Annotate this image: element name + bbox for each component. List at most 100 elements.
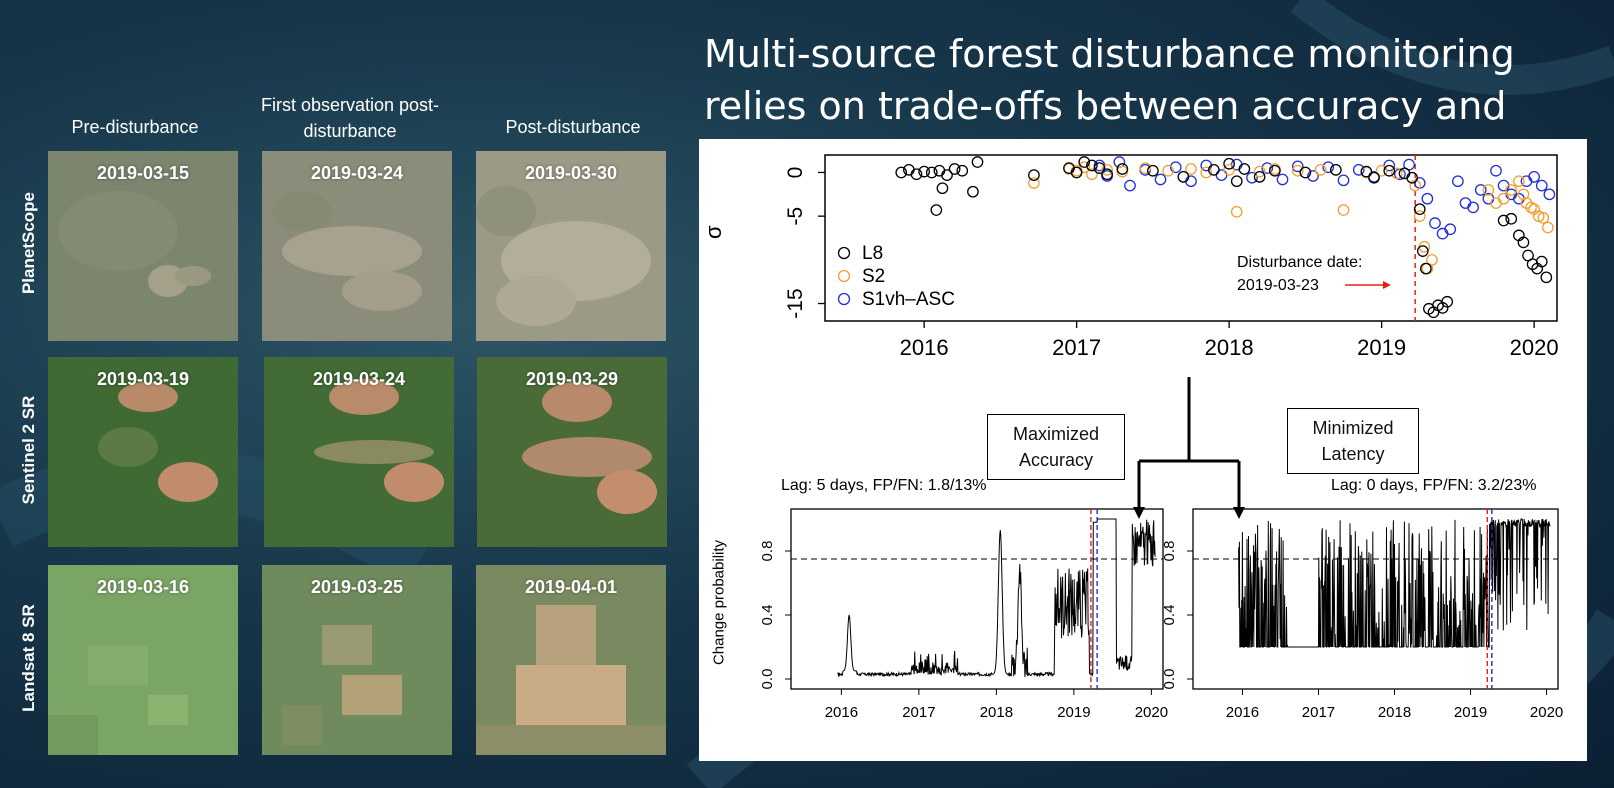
tile-date: 2019-03-24 — [312, 369, 406, 389]
y-tick-label: 0.8 — [759, 541, 776, 562]
data-point — [1383, 164, 1396, 177]
bottom-left-chart-frame — [790, 508, 1164, 690]
data-point — [1246, 171, 1258, 184]
data-point — [918, 165, 930, 178]
data-point — [1269, 164, 1281, 177]
row-header-planetscope: PlanetScope — [19, 191, 38, 295]
data-point — [1291, 160, 1304, 173]
y-tick-label: 0 — [784, 167, 807, 179]
data-point — [1419, 262, 1432, 275]
column-header-pre: Pre-disturbance — [71, 117, 199, 137]
data-point — [1360, 165, 1373, 178]
disturbance-annotation: Disturbance date: 2019-03-23 — [1237, 254, 1363, 294]
data-point — [1537, 212, 1550, 224]
data-point — [967, 185, 979, 198]
data-point — [1441, 295, 1454, 308]
data-point — [1541, 221, 1554, 234]
row-header-landsat: Landsat 8 SR — [19, 604, 38, 712]
x-tick-label: 2018 — [1378, 704, 1411, 721]
data-point — [1535, 255, 1548, 268]
data-point — [1124, 179, 1136, 192]
data-point — [1391, 167, 1403, 180]
x-tick-label: 2019 — [1454, 704, 1487, 721]
data-point — [1230, 175, 1243, 188]
data-point — [1291, 164, 1304, 177]
data-point — [1116, 163, 1129, 175]
data-point — [1352, 164, 1365, 176]
data-point — [1200, 166, 1213, 179]
x-tick-label: 2017 — [902, 704, 935, 721]
x-tick-label: 2016 — [825, 704, 858, 721]
data-point — [1169, 161, 1182, 174]
legend-label-s1: S1vh–ASC — [862, 289, 955, 310]
bottom-chart-ylabel: Change probability — [710, 539, 728, 666]
image-tile: 2019-03-16 — [48, 565, 238, 755]
data-point — [1154, 173, 1167, 186]
connector-arrowhead — [1133, 507, 1145, 519]
data-point — [1497, 214, 1510, 227]
data-point — [971, 156, 984, 168]
data-point — [1101, 164, 1113, 176]
data-point — [948, 163, 961, 175]
bottom-right-chart-frame — [1192, 508, 1559, 690]
data-point — [1413, 203, 1426, 216]
data-point — [1253, 170, 1266, 183]
data-point — [1474, 184, 1487, 196]
data-point — [1330, 164, 1342, 176]
data-point — [1086, 159, 1098, 172]
x-tick-label: 2017 — [1302, 704, 1335, 721]
x-tick-label: 2017 — [1052, 335, 1101, 360]
column-header-first: First observation post-disturbance — [260, 95, 440, 141]
data-point — [1113, 156, 1126, 168]
data-point — [1517, 236, 1530, 249]
maximized-accuracy-box: Maximized Accuracy — [987, 414, 1125, 480]
data-point — [1208, 164, 1220, 176]
tile-date: 2019-03-15 — [96, 163, 190, 183]
data-point — [1238, 163, 1251, 175]
image-tile: 2019-03-19 — [48, 357, 238, 547]
data-point — [1314, 164, 1327, 176]
data-point — [1505, 212, 1518, 225]
x-tick-label: 2020 — [1510, 335, 1559, 360]
tile-date: 2019-04-01 — [524, 577, 618, 597]
data-point — [1459, 197, 1472, 209]
data-point — [1482, 184, 1495, 196]
data-point — [941, 169, 953, 181]
data-point — [1337, 174, 1350, 187]
x-tick-label: 2019 — [1057, 704, 1090, 721]
data-point — [1322, 161, 1335, 174]
top-chart-frame — [824, 154, 1558, 322]
data-point — [1230, 205, 1243, 218]
y-tick-label: 0.0 — [759, 669, 776, 690]
data-point — [1177, 170, 1190, 183]
data-point — [1467, 201, 1479, 214]
y-tick-label: 0.4 — [1161, 605, 1178, 626]
image-tile: 2019-03-15 — [48, 151, 238, 341]
data-point — [1070, 166, 1083, 179]
data-point — [1139, 162, 1152, 174]
image-tile: 2019-03-25 — [262, 565, 452, 755]
data-point — [1543, 188, 1556, 201]
data-point — [1513, 175, 1525, 188]
top-chart-ylabel: σ — [701, 225, 726, 239]
x-tick-label: 2016 — [1226, 704, 1259, 721]
data-point — [1307, 170, 1319, 182]
top-chart: 2016 2017 2018 2019 2020 0 -5 -15 — [784, 155, 1559, 360]
data-point — [1162, 164, 1174, 177]
image-tile: 2019-04-01 — [476, 565, 666, 755]
data-point — [1147, 164, 1159, 177]
probability-series — [1238, 518, 1551, 648]
data-point — [1368, 171, 1380, 184]
data-point — [933, 164, 946, 177]
minimized-latency-box: Minimized Latency — [1287, 408, 1419, 474]
data-point — [1086, 168, 1098, 181]
bottom-left-chart: 2016 2017 2018 2019 2020 0.0 0.4 0.8 — [759, 509, 1168, 721]
data-point — [930, 204, 943, 216]
data-point — [1490, 197, 1502, 209]
tile-date: 2019-03-30 — [524, 163, 618, 183]
x-tick-label: 2016 — [900, 335, 949, 360]
image-tile: 2019-03-30 — [476, 151, 666, 341]
column-header-post: Post-disturbance — [505, 117, 641, 137]
data-point — [1078, 156, 1091, 168]
data-point — [1413, 210, 1426, 223]
